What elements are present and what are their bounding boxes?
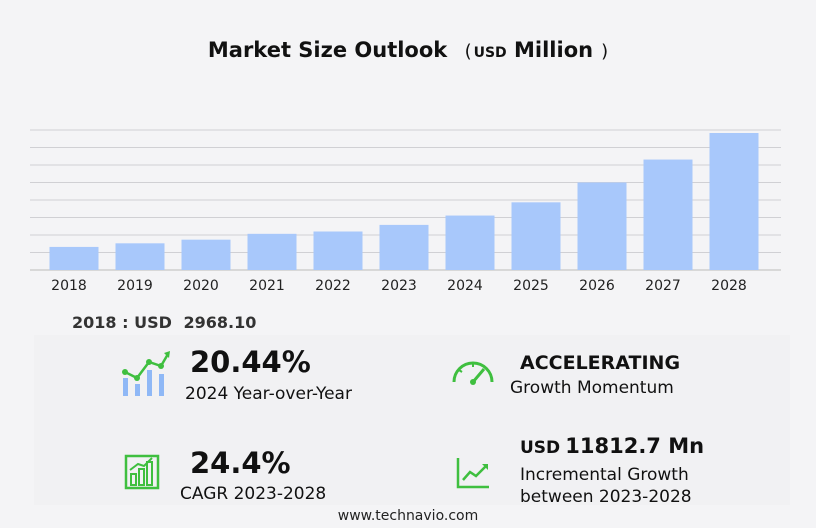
incremental-value: 11812.7 Mn: [565, 434, 705, 458]
bar-2027: [643, 159, 693, 270]
incremental-label-1: Incremental Growth: [520, 465, 689, 485]
bar-2022: [313, 231, 363, 270]
incremental-label-2: between 2023-2028: [520, 487, 692, 507]
tick-label-2023: 2023: [381, 278, 417, 294]
base-year-label: 2018 : USD 2968.10: [72, 313, 256, 332]
x-tick-labels: 2018 2019 2020 2021 2022 2023 2024 2025 2026 2027…: [51, 278, 747, 294]
tick-label-2025: 2025: [513, 278, 549, 294]
bar-chart: 2018 2019 2020 2021 2022 2023 2024 2025 2026 2027…: [30, 129, 781, 294]
tick-label-2026: 2026: [579, 278, 615, 294]
bar-2018: [49, 246, 99, 270]
yoy-value: 20.44%: [190, 345, 311, 379]
cagr-value: 24.4%: [190, 446, 291, 480]
cagr-label: CAGR 2023-2028: [180, 484, 327, 504]
momentum-value: ACCELERATING: [520, 352, 681, 374]
bars: [49, 133, 759, 270]
bar-2028: [709, 133, 759, 270]
bar-2021: [247, 233, 297, 270]
bar-2019: [115, 243, 165, 270]
base-year-value: 2968.10: [183, 313, 257, 332]
bar-growth-icon: [124, 454, 160, 490]
title-text: Market Size Outlook: [207, 38, 448, 62]
tick-label-2024: 2024: [447, 278, 483, 294]
incremental-value-line: USD 11812.7 Mn: [520, 434, 704, 458]
tick-label-2021: 2021: [249, 278, 285, 294]
unit-usd: USD: [473, 45, 507, 61]
tick-label-2018: 2018: [51, 278, 87, 294]
bar-2024: [445, 215, 495, 270]
bar-2020: [181, 239, 231, 270]
yoy-label: 2024 Year-over-Year: [185, 384, 352, 404]
tick-label-2027: 2027: [645, 278, 681, 294]
tick-label-2020: 2020: [183, 278, 219, 294]
speedometer-icon: [452, 361, 494, 385]
line-growth-icon: [456, 458, 489, 489]
momentum-label: Growth Momentum: [510, 378, 674, 398]
base-year-prefix: 2018 : USD: [72, 313, 172, 332]
unit-close: ): [601, 41, 609, 62]
bar-2023: [379, 224, 429, 270]
unit-label: Million: [514, 38, 594, 62]
tick-label-2028: 2028: [711, 278, 747, 294]
footer-url: www.technavio.com: [337, 508, 479, 524]
chart-title: Market Size Outlook (USD Million): [0, 38, 816, 62]
unit-open: (: [464, 41, 472, 62]
tick-label-2019: 2019: [117, 278, 153, 294]
bar-2025: [511, 202, 561, 270]
tick-label-2022: 2022: [315, 278, 351, 294]
incremental-currency: USD: [520, 438, 561, 458]
trend-bar-icon: [122, 351, 170, 396]
bar-2026: [577, 182, 627, 270]
